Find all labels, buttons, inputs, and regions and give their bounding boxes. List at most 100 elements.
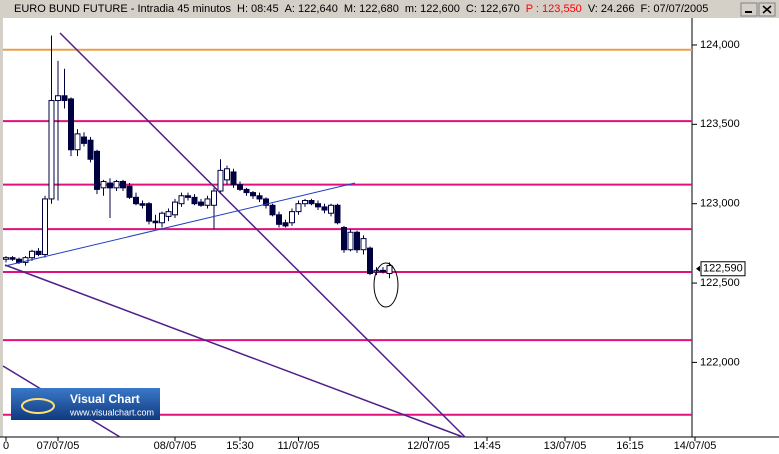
candle-body	[152, 220, 159, 224]
candle-body	[81, 136, 87, 144]
header-field: H: 08:45	[237, 3, 279, 15]
candle-body	[159, 212, 165, 224]
candle-body	[172, 201, 178, 216]
last-price-arrow	[696, 265, 700, 272]
candle-body	[133, 196, 139, 205]
candle-body	[282, 222, 289, 227]
candle-body	[295, 203, 302, 213]
x-tick-label: 15:30	[226, 440, 254, 452]
plot	[3, 35, 692, 416]
trend-line	[4, 264, 464, 438]
candle-body	[68, 98, 74, 151]
trend-lines	[2, 32, 466, 438]
candle-body	[230, 171, 237, 186]
candle-body	[100, 180, 107, 189]
y-tick-label: 122,500	[700, 277, 740, 289]
last-price-box	[700, 261, 746, 277]
candle-body	[263, 198, 269, 206]
header-field: P : 123,550	[526, 3, 582, 15]
logo-title: Visual Chart	[70, 392, 140, 406]
trend-line	[4, 182, 356, 267]
candle-body	[107, 182, 113, 189]
x-tick-label: 07/07/05	[37, 440, 80, 452]
header-bar	[0, 0, 779, 18]
candle-body	[380, 269, 386, 273]
candle-body	[269, 204, 276, 216]
candle-body	[120, 180, 126, 189]
header-field: V: 24.266	[588, 3, 635, 15]
candle-body	[42, 198, 48, 255]
candle-body	[217, 169, 224, 192]
candle-body	[224, 168, 230, 181]
candle-body	[87, 139, 94, 160]
candle-body	[113, 180, 120, 189]
candle-body	[178, 195, 185, 205]
candle-body	[386, 265, 393, 275]
candle-body	[94, 150, 100, 190]
candle-body	[289, 211, 295, 224]
x-axis-area	[0, 437, 779, 454]
x-tick-label: 13/07/05	[544, 440, 587, 452]
header-field: M: 122,680	[344, 3, 399, 15]
candle-body	[367, 247, 373, 275]
candle-body	[165, 211, 172, 217]
candle-body	[354, 231, 360, 251]
candle-body	[3, 257, 9, 260]
y-axis-area	[692, 18, 779, 437]
logo: Visual Chart www.visualchart.com	[11, 388, 160, 420]
candle-body	[256, 195, 263, 200]
candle-body	[9, 257, 16, 260]
candle-body	[308, 200, 315, 205]
plot-area	[3, 18, 692, 437]
candle-body	[146, 203, 152, 222]
y-tick-label: 124,000	[700, 39, 740, 51]
candle-body	[198, 201, 204, 206]
header-field: m: 122,600	[405, 3, 460, 15]
header-field: F: 07/07/2005	[641, 3, 709, 15]
candle-body	[243, 188, 250, 194]
logo-icon	[21, 398, 55, 414]
candle-body	[61, 95, 68, 102]
y-tick-label: 123,000	[700, 198, 740, 210]
candle-body	[191, 196, 198, 205]
candle-body	[250, 192, 256, 197]
candle-body	[211, 190, 217, 206]
candle-body	[328, 204, 334, 214]
minimize-button[interactable]	[740, 2, 758, 17]
header-field: A: 122,640	[285, 3, 338, 15]
candle-body	[35, 250, 42, 255]
candle-body	[74, 133, 81, 151]
x-tick-label: 11/07/05	[277, 440, 319, 452]
header-field: C: 122,670	[466, 3, 520, 15]
candle-body	[55, 95, 61, 102]
candle-body	[185, 195, 191, 198]
candle-body	[29, 250, 35, 259]
last-price-label: 122,590	[703, 263, 743, 275]
x-tick-label: 16:15	[616, 440, 644, 452]
logo-url: www.visualchart.com	[69, 407, 154, 417]
highlight-ellipse	[373, 262, 399, 308]
x-tick-label: 12/07/05	[407, 440, 450, 452]
candle-body	[334, 204, 341, 224]
y-tick-label: 122,000	[700, 356, 740, 368]
x-tick-label: 08/07/05	[154, 440, 197, 452]
candle-body	[237, 184, 243, 190]
chart-title: EURO BUND FUTURE - Intradia 45 minutos	[14, 3, 231, 15]
candle-body	[360, 238, 367, 251]
candle-body	[276, 214, 282, 225]
close-icon	[762, 5, 772, 14]
candle-body	[347, 231, 354, 251]
logo-box	[11, 388, 160, 420]
y-tick-label: 123,500	[700, 118, 740, 130]
candle-body	[302, 200, 308, 205]
candle-body	[204, 198, 211, 206]
candle-body	[139, 203, 146, 206]
candle-body	[48, 100, 55, 200]
candle-body	[341, 227, 347, 251]
candle-body	[126, 185, 133, 198]
candle-body	[315, 203, 321, 208]
x-tick-label: 14/07/05	[674, 440, 717, 452]
trend-line	[59, 32, 466, 438]
